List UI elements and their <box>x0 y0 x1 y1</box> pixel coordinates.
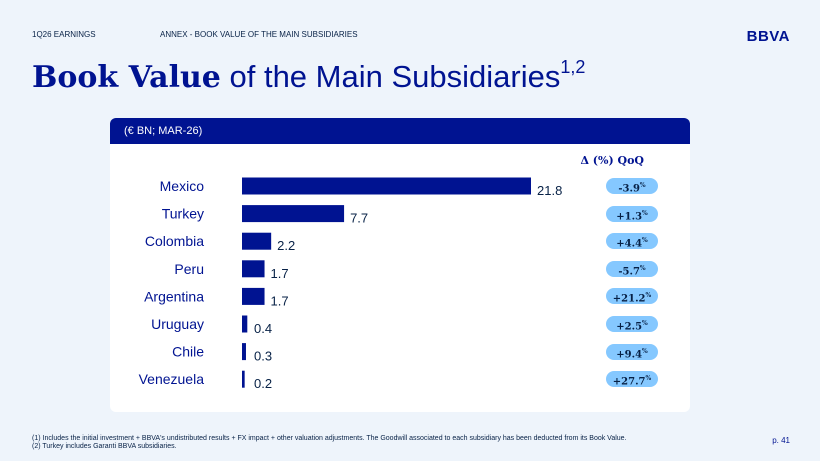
category-label-argentina: Argentina <box>144 288 204 304</box>
bar-venezuela <box>242 370 245 388</box>
value-label-turkey: 7.7 <box>350 211 368 226</box>
section-label: 1Q26 EARNINGS <box>32 30 96 39</box>
page-title: Book Value of the Main Subsidiaries1,2 <box>32 48 585 97</box>
qoq-pill-venezuela: +27.7% <box>606 371 658 388</box>
qoq-pill-argentina: +21.2% <box>606 288 658 305</box>
bar-argentina <box>242 287 265 305</box>
bar-mexico <box>242 177 531 195</box>
bar-chile <box>242 343 246 361</box>
qoq-pill-turkey: +1.3% <box>606 205 658 222</box>
value-label-chile: 0.3 <box>254 349 272 364</box>
category-label-peru: Peru <box>174 261 204 277</box>
category-label-mexico: Mexico <box>160 178 205 194</box>
category-label-venezuela: Venezuela <box>139 371 205 387</box>
value-label-peru: 1.7 <box>271 266 289 281</box>
page-number: p. 41 <box>772 436 790 445</box>
chart-card: (€ BN; MAR-26) Δ (%) QoQ Mexico 21.8 Turke… <box>110 118 690 412</box>
title-rest: of the Main Subsidiaries <box>220 59 561 94</box>
bar-uruguay <box>242 315 248 333</box>
annex-label: ANNEX - BOOK VALUE OF THE MAIN SUBSIDIAR… <box>160 30 358 39</box>
value-label-colombia: 2.2 <box>277 238 295 253</box>
qoq-pill-colombia: +4.4% <box>606 233 658 250</box>
category-label-colombia: Colombia <box>145 233 204 249</box>
bar-peru <box>242 260 265 278</box>
title-superscript: 1,2 <box>560 57 586 77</box>
footnote-2: (2) Turkey includes Garanti BBVA subsidi… <box>32 443 177 450</box>
qoq-header: Δ (%) QoQ <box>580 154 644 167</box>
value-label-uruguay: 0.4 <box>254 321 272 336</box>
footnotes: (1) Includes the initial investment + BB… <box>32 435 627 451</box>
footnote-1: (1) Includes the initial investment + BB… <box>32 435 627 442</box>
qoq-pill-peru: -5.7% <box>606 260 658 277</box>
category-label-chile: Chile <box>172 344 204 360</box>
top-bar: 1Q26 EARNINGS ANNEX - BOOK VALUE OF THE … <box>32 30 790 44</box>
qoq-pill-mexico: -3.9% <box>606 178 658 194</box>
value-label-venezuela: 0.2 <box>254 376 272 391</box>
bar-chart: Mexico 21.8 Turkey 7.7 Colombia 2.2 Peru 1.7 Arg… <box>139 177 562 391</box>
value-label-mexico: 21.8 <box>537 183 562 198</box>
bbva-logo: BBVA <box>746 28 790 45</box>
qoq-pill-chile: +9.4% <box>606 343 658 360</box>
bar-turkey <box>242 205 345 223</box>
card-header: (€ BN; MAR-26) <box>110 118 690 144</box>
category-label-uruguay: Uruguay <box>151 316 204 332</box>
value-label-argentina: 1.7 <box>271 293 289 308</box>
title-bold: Book Value <box>32 60 221 95</box>
qoq-pill-uruguay: +2.5% <box>606 316 658 332</box>
bar-colombia <box>242 232 272 250</box>
category-label-turkey: Turkey <box>162 206 204 222</box>
